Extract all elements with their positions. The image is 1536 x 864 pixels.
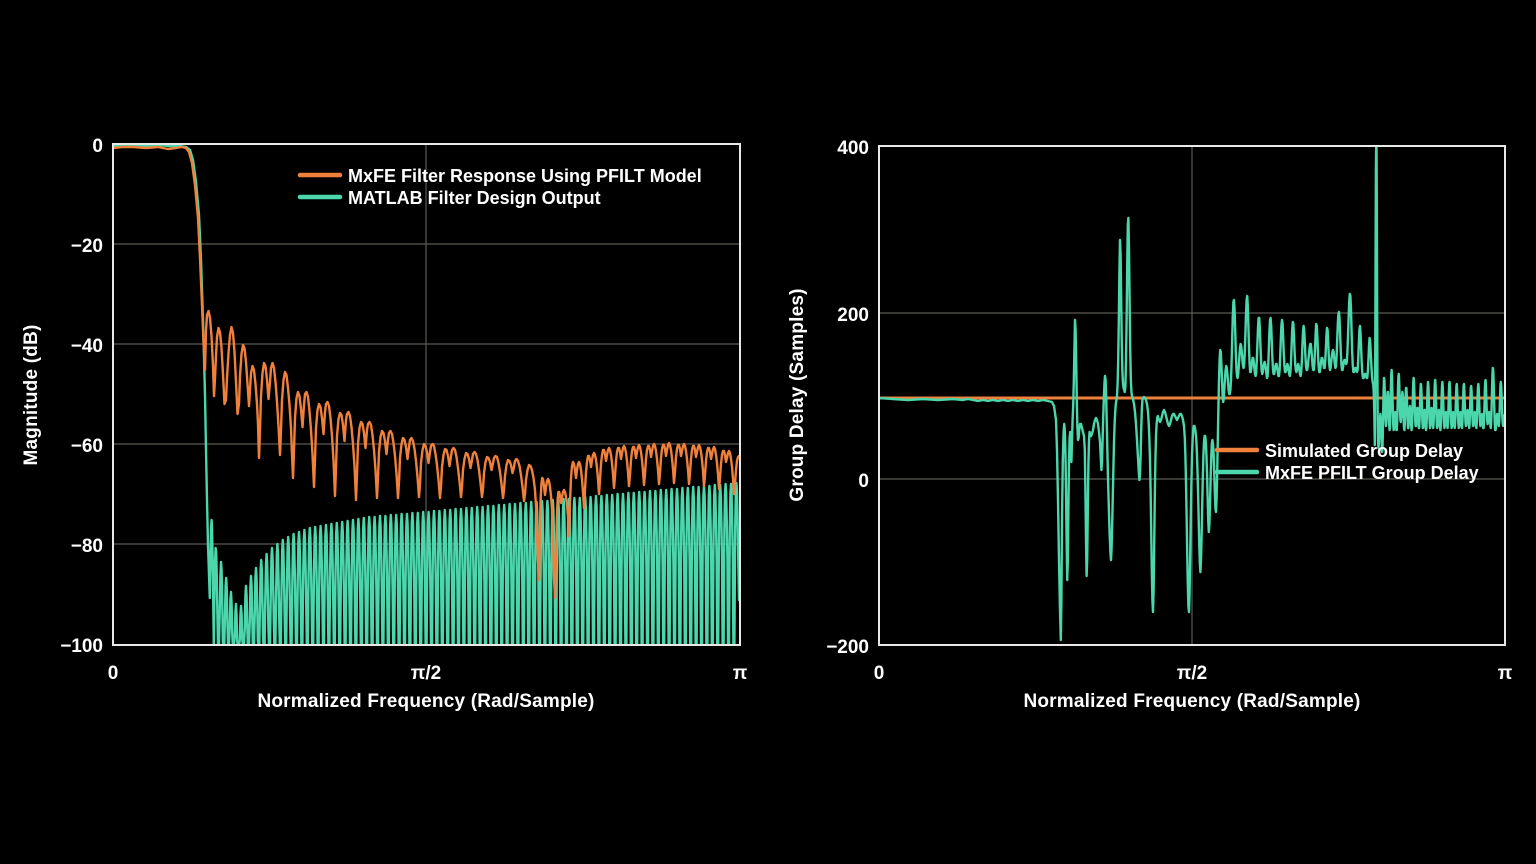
xtick-label-pi: π: [733, 663, 748, 684]
y-axis-title: Magnitude (dB): [21, 324, 42, 465]
magnitude-plot-frame: [112, 143, 741, 646]
trace-matlab-filter-design-output: [113, 144, 740, 645]
x-axis-title: Normalized Frequency (Rad/Sample): [1023, 691, 1360, 712]
y-axis-title: Group Delay (Samples): [787, 288, 808, 501]
trace-mxfe-filter-response-pfilt: [113, 145, 740, 600]
xtick-label-0: 0: [108, 663, 119, 684]
ytick-label-200: 200: [837, 305, 869, 326]
group-delay-svg: 400 200 0 −200 0 π/2 π Normalized Freque…: [787, 138, 1513, 712]
magnitude-legend: MxFE Filter Response Using PFILT Model M…: [297, 166, 702, 208]
xtick-label-pi: π: [1498, 663, 1513, 684]
ytick-label-n80: −80: [71, 536, 103, 557]
legend-label-mxfe-pfilt: MxFE Filter Response Using PFILT Model: [348, 166, 702, 186]
group-delay-panel: 400 200 0 −200 0 π/2 π Normalized Freque…: [768, 0, 1536, 864]
x-axis-title: Normalized Frequency (Rad/Sample): [257, 691, 594, 712]
ytick-label-n60: −60: [71, 436, 103, 457]
xtick-label-0: 0: [874, 663, 885, 684]
magnitude-response-svg: 0 −20 −40 −60 −80 −100 0 π/2 π Normalize…: [21, 136, 748, 712]
ytick-label-n200: −200: [826, 637, 869, 658]
group-delay-legend: Simulated Group Delay MxFE PFILT Group D…: [1214, 441, 1479, 483]
magnitude-response-panel: 0 −20 −40 −60 −80 −100 0 π/2 π Normalize…: [21, 136, 748, 712]
xtick-label-pi-half: π/2: [1177, 663, 1207, 684]
ytick-label-n20: −20: [71, 236, 103, 257]
ytick-label-n40: −40: [71, 336, 103, 357]
ytick-label-0: 0: [92, 136, 103, 157]
ytick-label-400: 400: [837, 138, 869, 159]
ytick-label-n100: −100: [60, 636, 103, 657]
legend-label-mxfe-pfilt-group-delay: MxFE PFILT Group Delay: [1265, 463, 1479, 483]
legend-label-simulated-group-delay: Simulated Group Delay: [1265, 441, 1463, 461]
ytick-label-0: 0: [858, 471, 869, 492]
legend-label-matlab-design: MATLAB Filter Design Output: [348, 188, 601, 208]
xtick-label-pi-half: π/2: [411, 663, 441, 684]
group-delay-plot-frame: [878, 145, 1506, 646]
trace-mxfe-pfilt-group-delay: [879, 146, 1505, 642]
group-delay-gridlines: [879, 146, 1505, 645]
